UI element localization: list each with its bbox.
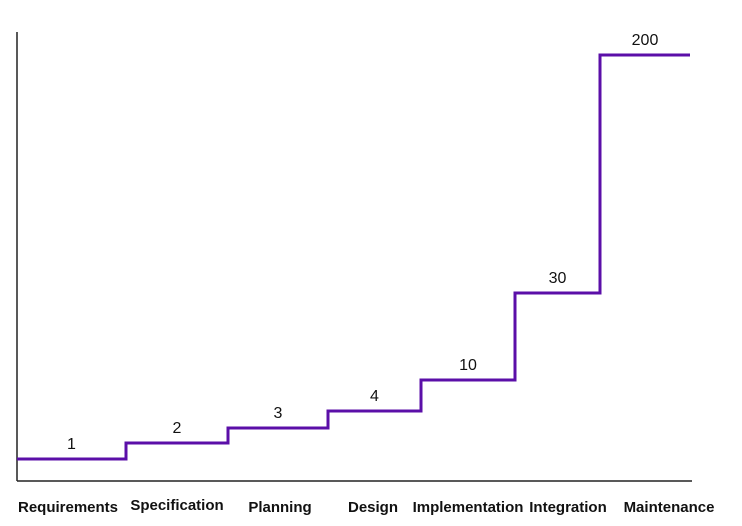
value-label: 30 [549,270,567,287]
category-label: Implementation [413,499,524,516]
step-line [17,53,690,461]
value-labels: 1 2 3 4 10 30 200 [67,32,658,453]
category-label: Design [348,499,398,516]
value-label: 200 [632,32,659,49]
category-label: Maintenance [624,499,715,516]
category-label: Planning [248,499,311,516]
category-label: Requirements [18,499,118,516]
category-labels: Requirements Specification Planning Design I… [18,497,714,516]
value-label: 3 [274,405,283,422]
category-label: Specification [130,497,223,514]
value-label: 2 [173,420,182,437]
value-label: 4 [370,388,379,405]
category-label: Integration [529,499,607,516]
value-label: 10 [459,357,477,374]
value-label: 1 [67,436,76,453]
step-series [17,53,690,461]
